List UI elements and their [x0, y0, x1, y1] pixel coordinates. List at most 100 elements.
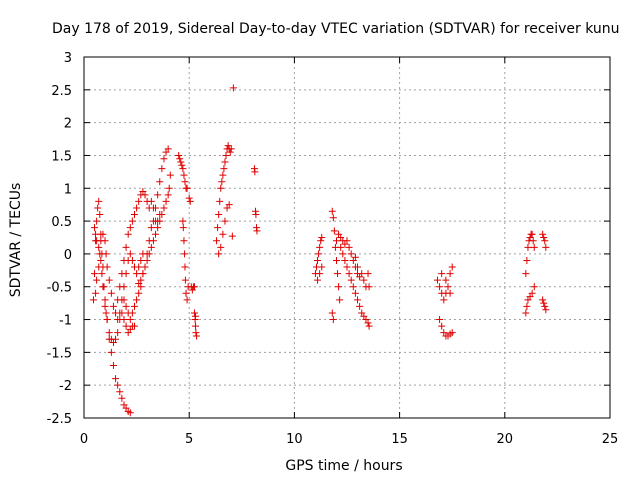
data-point — [126, 224, 134, 232]
data-point — [314, 276, 322, 284]
data-point — [154, 224, 162, 232]
data-point — [176, 155, 184, 163]
data-point — [365, 283, 373, 291]
data-point — [192, 329, 200, 337]
data-point — [335, 283, 343, 291]
data-point — [160, 155, 168, 163]
data-point — [358, 270, 366, 278]
data-point — [530, 243, 538, 251]
data-point — [120, 316, 128, 324]
data-point — [107, 348, 115, 356]
data-point — [523, 302, 531, 310]
data-point — [345, 243, 353, 251]
data-point — [133, 204, 141, 212]
series-arc-n — [433, 263, 456, 340]
data-point — [329, 214, 337, 222]
data-point — [436, 316, 444, 324]
data-point — [179, 165, 187, 173]
data-point — [221, 217, 229, 225]
data-point — [251, 168, 259, 176]
data-point — [124, 230, 132, 238]
data-point — [523, 256, 531, 264]
data-point — [222, 151, 230, 159]
data-point — [96, 211, 104, 219]
data-point — [91, 224, 99, 232]
data-point — [436, 283, 444, 291]
data-point — [98, 270, 106, 278]
x-tick-label: 0 — [80, 432, 88, 447]
data-point — [141, 191, 149, 199]
data-point — [181, 276, 189, 284]
data-point — [114, 381, 122, 389]
data-point — [332, 237, 340, 245]
data-point — [541, 237, 549, 245]
data-point — [175, 151, 183, 159]
data-point — [103, 263, 111, 271]
data-point — [160, 204, 168, 212]
data-point — [528, 289, 536, 297]
series-arc-k — [311, 234, 326, 284]
data-point — [101, 296, 109, 304]
data-point — [92, 230, 100, 238]
data-point — [120, 296, 128, 304]
data-point — [328, 207, 336, 215]
data-point — [219, 171, 227, 179]
data-point — [114, 329, 122, 337]
data-point — [215, 211, 223, 219]
data-point — [354, 296, 362, 304]
data-point — [226, 148, 234, 156]
data-point — [541, 302, 549, 310]
data-point — [112, 309, 120, 317]
data-point — [137, 276, 145, 284]
data-point — [126, 316, 134, 324]
y-tick-label: -0.5 — [47, 281, 72, 296]
data-point — [438, 322, 446, 330]
data-point — [105, 276, 113, 284]
data-point — [328, 309, 336, 317]
data-point — [332, 256, 340, 264]
data-point — [364, 270, 372, 278]
data-point — [228, 232, 236, 240]
data-point — [96, 250, 104, 258]
data-point — [112, 375, 120, 383]
data-point — [218, 178, 226, 186]
data-point — [158, 211, 166, 219]
data-point — [364, 319, 372, 327]
data-point — [345, 270, 353, 278]
data-point — [185, 194, 193, 202]
data-point — [183, 184, 191, 192]
data-point — [542, 243, 550, 251]
data-point — [152, 204, 160, 212]
data-point — [522, 309, 530, 317]
data-point — [224, 142, 232, 150]
data-point — [128, 217, 136, 225]
data-point — [130, 322, 138, 330]
y-tick-labels: -2.5 -2 -1.5 -1 -0.5 0 0.5 1 1.5 2 2.5 3 — [47, 51, 72, 427]
data-point — [540, 234, 548, 241]
data-point — [215, 250, 223, 258]
data-point — [316, 243, 324, 251]
data-point — [354, 263, 362, 271]
data-point — [116, 283, 124, 291]
series-arc-f — [135, 171, 174, 287]
series-arc-i — [213, 84, 237, 258]
x-axis-title: GPS time / hours — [285, 458, 402, 474]
data-point — [529, 237, 537, 245]
data-point — [442, 276, 450, 284]
data-point — [318, 234, 326, 241]
data-point — [448, 263, 456, 271]
data-point — [347, 250, 355, 258]
data-point — [102, 250, 110, 258]
data-point — [133, 296, 141, 304]
data-point — [95, 243, 103, 251]
plot-frame — [83, 56, 611, 419]
series-arc-j — [250, 165, 261, 235]
data-point — [190, 283, 198, 291]
data-point — [126, 409, 134, 417]
data-point — [183, 296, 191, 304]
data-point — [93, 276, 101, 284]
data-point — [126, 250, 134, 258]
data-point — [164, 191, 172, 199]
data-point — [109, 361, 117, 369]
data-point — [147, 243, 155, 251]
